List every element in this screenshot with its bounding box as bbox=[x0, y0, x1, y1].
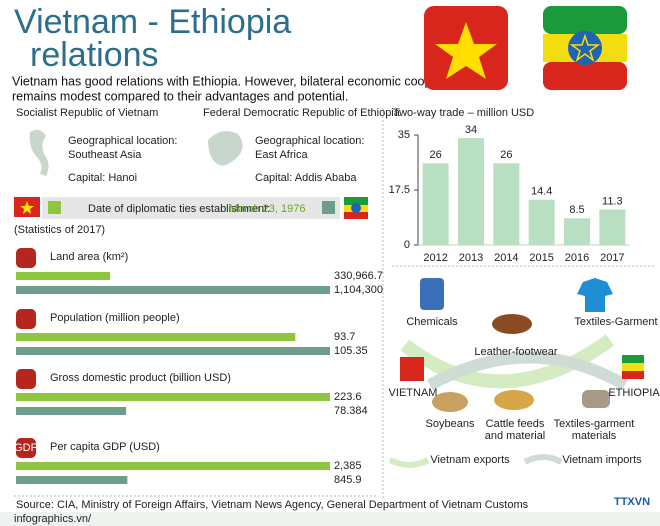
value-label: 93.7 bbox=[334, 331, 355, 343]
title: Vietnam - Ethiopia bbox=[14, 3, 291, 41]
ties-band bbox=[42, 197, 340, 219]
capital: Capital: Addis Ababa bbox=[255, 172, 357, 184]
product-label: Textiles-Garment bbox=[574, 316, 657, 328]
bar bbox=[599, 209, 626, 245]
location: Southeast Asia bbox=[68, 149, 142, 161]
value-label: 1,104,300 bbox=[334, 284, 383, 296]
legend-exports: Vietnam exports bbox=[430, 454, 510, 466]
vn-map bbox=[29, 129, 49, 176]
to-label: ETHIOPIA bbox=[608, 387, 660, 399]
x-tick-label: 2013 bbox=[459, 252, 483, 264]
et-map bbox=[208, 131, 243, 166]
material-icon bbox=[582, 390, 610, 408]
x-tick-label: 2012 bbox=[423, 252, 447, 264]
x-tick-label: 2017 bbox=[600, 252, 624, 264]
indicator-bar bbox=[16, 476, 128, 484]
bar bbox=[564, 218, 590, 245]
textile-icon bbox=[577, 278, 613, 312]
indicator-icon bbox=[16, 438, 36, 458]
source: Source: CIA, Ministry of Foreign Affairs… bbox=[16, 499, 529, 511]
et-flag bbox=[543, 6, 627, 90]
indicator-label: Gross domestic product (billion USD) bbox=[50, 372, 231, 384]
indicator-label: Per capita GDP (USD) bbox=[50, 441, 160, 453]
data-label: 14.4 bbox=[531, 186, 552, 198]
bar bbox=[493, 163, 520, 245]
capital: Capital: Hanoi bbox=[68, 172, 137, 184]
value-label: 78.384 bbox=[334, 405, 368, 417]
country-name: Socialist Republic of Vietnam bbox=[16, 107, 158, 119]
product-label: Cattle feeds bbox=[486, 418, 545, 430]
x-tick-label: 2014 bbox=[494, 252, 518, 264]
data-label: 8.5 bbox=[569, 204, 584, 216]
location: East Africa bbox=[255, 149, 308, 161]
icon-text: GDP bbox=[14, 442, 38, 454]
y-tick-label: 35 bbox=[398, 129, 410, 141]
ties-label: Date of diplomatic ties establishment: bbox=[88, 203, 270, 215]
vn-flag-small bbox=[400, 357, 424, 381]
y-tick-label: 17.5 bbox=[389, 184, 410, 196]
indicator-icon bbox=[16, 369, 36, 389]
value-label: 845.9 bbox=[334, 474, 362, 486]
location-label: Geographical location: bbox=[255, 135, 364, 147]
title: relations bbox=[30, 36, 159, 74]
x-tick-label: 2015 bbox=[529, 252, 553, 264]
country-name: Federal Democratic Republic of Ethiopia bbox=[203, 107, 401, 119]
export-arrow bbox=[400, 334, 615, 389]
indicator-bar bbox=[16, 286, 330, 294]
ties-date: March 23, 1976 bbox=[229, 203, 305, 215]
indicator-label: Population (million people) bbox=[50, 312, 180, 324]
cattle-feed-icon bbox=[494, 390, 534, 410]
product-label: Chemicals bbox=[406, 316, 458, 328]
legend-imports: Vietnam imports bbox=[562, 454, 642, 466]
leather-icon bbox=[492, 314, 532, 334]
indicator-bar bbox=[16, 393, 330, 401]
indicator-bar bbox=[16, 347, 330, 355]
value-label: 223.6 bbox=[334, 391, 362, 403]
data-label: 34 bbox=[465, 124, 477, 136]
data-label: 26 bbox=[430, 149, 442, 161]
data-label: 11.3 bbox=[602, 195, 623, 207]
indicator-bar bbox=[16, 333, 296, 341]
indicator-label: Land area (km²) bbox=[50, 251, 128, 263]
site: infographics.vn/ bbox=[14, 513, 92, 525]
value-label: 2,385 bbox=[334, 460, 362, 472]
value-label: 105.35 bbox=[334, 345, 368, 357]
logo: TTXVN bbox=[614, 496, 650, 508]
chemicals-icon bbox=[420, 278, 444, 310]
product-label: materials bbox=[572, 430, 617, 442]
bar bbox=[458, 138, 484, 245]
import-arrow bbox=[427, 351, 629, 391]
product-label: Textiles-garment bbox=[554, 418, 635, 430]
x-tick-label: 2016 bbox=[565, 252, 589, 264]
value-label: 330,966.7 bbox=[334, 270, 383, 282]
location-label: Geographical location: bbox=[68, 135, 177, 147]
stats-note: (Statistics of 2017) bbox=[14, 224, 105, 236]
indicator-bar bbox=[16, 462, 330, 470]
chart-title: Two-way trade – million USD bbox=[393, 107, 534, 119]
indicator-icon bbox=[16, 248, 36, 268]
y-tick-label: 0 bbox=[404, 239, 410, 251]
indicator-bar bbox=[16, 407, 127, 415]
intro: remains modest compared to their advanta… bbox=[12, 89, 348, 103]
product-label: Leather-footwear bbox=[474, 346, 557, 358]
from-label: VIETNAM bbox=[389, 387, 438, 399]
intro: Vietnam has good relations with Ethiopia… bbox=[12, 74, 470, 88]
indicator-icon bbox=[16, 309, 36, 329]
vn-flag bbox=[424, 6, 508, 90]
data-label: 26 bbox=[500, 149, 512, 161]
product-label: Soybeans bbox=[426, 418, 475, 430]
product-label: and material bbox=[485, 430, 546, 442]
soybean-icon bbox=[432, 392, 468, 412]
bar bbox=[422, 163, 449, 245]
indicator-bar bbox=[16, 272, 111, 280]
bar bbox=[528, 199, 555, 245]
